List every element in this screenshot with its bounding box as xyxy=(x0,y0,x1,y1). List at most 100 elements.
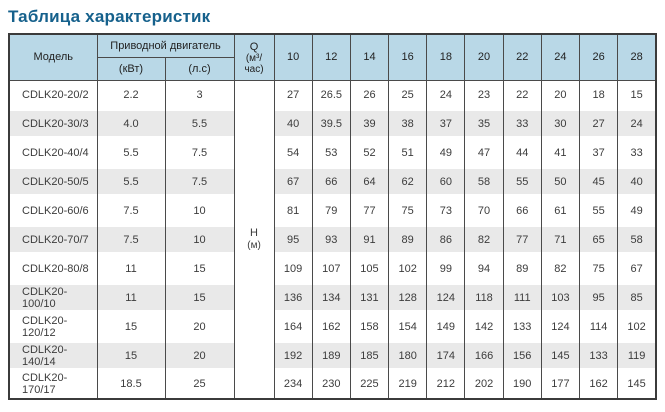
head-value-cell-24: 41 xyxy=(540,138,581,167)
q-symbol: Q xyxy=(249,40,259,53)
head-value-cell-14: 131 xyxy=(349,283,390,312)
head-value-cell-18: 49 xyxy=(426,138,466,167)
head-value-cell-10: 27 xyxy=(273,80,313,109)
kw-cell: 7.5 xyxy=(96,225,166,254)
column-header-model: Модель xyxy=(8,33,98,81)
head-value-cell-20: 202 xyxy=(464,370,504,399)
header-row-1: Модель Приводной двигатель Q (м³/час) 10… xyxy=(8,33,657,81)
table-row: CDLK20-50/5 5.5 7.5 67 66 64 62 60 58 55 50 45 40 xyxy=(8,167,657,196)
head-value-cell-14: 91 xyxy=(349,225,390,254)
table-row: CDLK20-60/6 7.5 10 81 79 77 75 73 70 66 61 55 49 xyxy=(8,196,657,225)
head-value-cell-18: 99 xyxy=(426,254,466,283)
model-cell: CDLK20-60/6 xyxy=(8,196,98,225)
model-cell: CDLK20-20/2 xyxy=(8,80,98,109)
head-value-cell-22: 55 xyxy=(502,167,542,196)
hp-cell: 5.5 xyxy=(164,109,235,138)
header-row-2: (кВт) (л.с) xyxy=(9,56,656,81)
column-header-flow-22: 22 xyxy=(502,33,542,81)
column-header-kw: (кВт) xyxy=(96,56,166,81)
h-symbol: Н xyxy=(250,226,258,239)
head-value-cell-12: 79 xyxy=(311,196,351,225)
head-value-cell-12: 134 xyxy=(311,283,351,312)
head-value-cell-24: 30 xyxy=(540,109,581,138)
table-row: CDLK20-140/14 15 20 192 189 185 180 174 166 156 14… xyxy=(8,341,657,370)
model-cell: CDLK20-80/8 xyxy=(8,254,98,283)
head-value-cell-16: 51 xyxy=(388,138,428,167)
head-value-cell-18: 86 xyxy=(426,225,466,254)
head-value-cell-10: 67 xyxy=(273,167,313,196)
head-value-cell-26: 18 xyxy=(579,80,619,109)
head-value-cell-14: 77 xyxy=(349,196,390,225)
head-value-cell-16: 128 xyxy=(388,283,428,312)
head-value-cell-20: 118 xyxy=(464,283,504,312)
head-value-cell-26: 114 xyxy=(579,312,619,341)
table-row: CDLK20-170/17 18.5 25 234 230 225 219 212 202 190… xyxy=(8,370,657,399)
head-value-cell-24: 61 xyxy=(540,196,581,225)
head-value-cell-22: 22 xyxy=(502,80,542,109)
model-cell: CDLK20-40/4 xyxy=(8,138,98,167)
head-value-cell-26: 27 xyxy=(579,109,619,138)
column-header-flow-26: 26 xyxy=(579,33,619,81)
head-value-cell-20: 23 xyxy=(464,80,504,109)
head-unit-cell: Н (м) xyxy=(233,80,275,399)
head-value-cell-28: 119 xyxy=(617,341,657,370)
head-value-cell-16: 180 xyxy=(388,341,428,370)
kw-cell: 5.5 xyxy=(96,138,166,167)
head-value-cell-22: 77 xyxy=(502,225,542,254)
table-row: CDLK20-100/10 11 15 136 134 131 128 124 118 111 10… xyxy=(8,283,657,312)
model-cell: CDLK20-70/7 xyxy=(8,225,98,254)
head-value-cell-20: 35 xyxy=(464,109,504,138)
head-value-cell-16: 75 xyxy=(388,196,428,225)
table-row: CDLK20-40/4 5.5 7.5 54 53 52 51 49 47 44 41 37 33 xyxy=(8,138,657,167)
kw-cell: 15 xyxy=(96,312,166,341)
kw-cell: 11 xyxy=(96,283,166,312)
kw-cell: 18.5 xyxy=(96,370,166,399)
kw-cell: 2.2 xyxy=(96,80,166,109)
column-header-q: Q (м³/час) xyxy=(233,33,275,81)
head-value-cell-12: 230 xyxy=(311,370,351,399)
head-value-cell-20: 94 xyxy=(464,254,504,283)
head-value-cell-14: 26 xyxy=(349,80,390,109)
head-value-cell-26: 133 xyxy=(579,341,619,370)
head-value-cell-26: 75 xyxy=(579,254,619,283)
head-value-cell-10: 95 xyxy=(273,225,313,254)
head-value-cell-28: 49 xyxy=(617,196,657,225)
head-value-cell-18: 37 xyxy=(426,109,466,138)
head-value-cell-16: 62 xyxy=(388,167,428,196)
head-value-cell-28: 85 xyxy=(617,283,657,312)
head-value-cell-20: 82 xyxy=(464,225,504,254)
head-value-cell-28: 40 xyxy=(617,167,657,196)
head-value-cell-22: 89 xyxy=(502,254,542,283)
head-value-cell-28: 67 xyxy=(617,254,657,283)
h-unit: (м) xyxy=(247,239,261,251)
head-value-cell-22: 156 xyxy=(502,341,542,370)
head-value-cell-24: 145 xyxy=(540,341,581,370)
head-value-cell-22: 44 xyxy=(502,138,542,167)
column-header-motor-group: Приводной двигатель xyxy=(96,33,235,58)
head-value-cell-22: 66 xyxy=(502,196,542,225)
head-value-cell-10: 192 xyxy=(273,341,313,370)
column-header-flow-14: 14 xyxy=(349,33,390,81)
head-value-cell-14: 158 xyxy=(349,312,390,341)
head-value-cell-24: 50 xyxy=(540,167,581,196)
column-header-flow-20: 20 xyxy=(464,33,504,81)
model-cell: CDLK20-140/14 xyxy=(8,341,98,370)
head-value-cell-28: 102 xyxy=(617,312,657,341)
head-value-cell-26: 55 xyxy=(579,196,619,225)
head-value-cell-10: 81 xyxy=(273,196,313,225)
head-value-cell-22: 33 xyxy=(502,109,542,138)
head-value-cell-18: 124 xyxy=(426,283,466,312)
head-value-cell-24: 71 xyxy=(540,225,581,254)
head-value-cell-12: 66 xyxy=(311,167,351,196)
head-value-cell-18: 24 xyxy=(426,80,466,109)
model-cell: CDLK20-170/17 xyxy=(8,370,98,399)
head-value-cell-12: 39.5 xyxy=(311,109,351,138)
hp-cell: 3 xyxy=(164,80,235,109)
head-value-cell-14: 39 xyxy=(349,109,390,138)
head-value-cell-18: 60 xyxy=(426,167,466,196)
head-value-cell-20: 166 xyxy=(464,341,504,370)
head-value-cell-20: 70 xyxy=(464,196,504,225)
head-value-cell-26: 162 xyxy=(579,370,619,399)
hp-cell: 20 xyxy=(164,341,235,370)
model-cell: CDLK20-30/3 xyxy=(8,109,98,138)
